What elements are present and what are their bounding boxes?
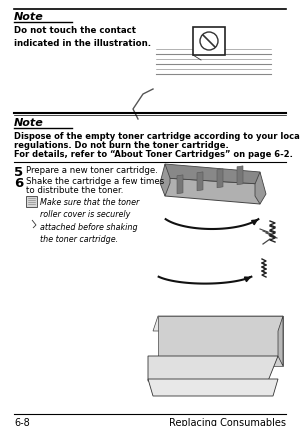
Polygon shape: [165, 164, 260, 184]
Text: to distribute the toner.: to distribute the toner.: [26, 186, 123, 195]
Bar: [26, 196, 37, 207]
Text: Shake the cartridge a few times: Shake the cartridge a few times: [26, 177, 164, 186]
Text: 6: 6: [14, 177, 23, 190]
Text: Prepare a new toner cartridge.: Prepare a new toner cartridge.: [26, 166, 158, 175]
Polygon shape: [197, 173, 203, 191]
Polygon shape: [278, 316, 283, 366]
Text: Note: Note: [14, 118, 44, 128]
Text: Note: Note: [14, 12, 44, 22]
Polygon shape: [160, 164, 170, 196]
Text: regulations. Do not burn the toner cartridge.: regulations. Do not burn the toner cartr…: [14, 141, 229, 150]
Text: Make sure that the toner
roller cover is securely
attached before shaking
the to: Make sure that the toner roller cover is…: [40, 198, 139, 244]
Bar: [193, 28, 225, 56]
Text: For details, refer to “About Toner Cartridges” on page 6-2.: For details, refer to “About Toner Cartr…: [14, 150, 293, 158]
Polygon shape: [255, 173, 266, 204]
Polygon shape: [148, 379, 278, 396]
Text: Replacing Consumables: Replacing Consumables: [169, 417, 286, 426]
Polygon shape: [158, 316, 283, 366]
Polygon shape: [237, 167, 243, 185]
Polygon shape: [177, 176, 183, 194]
Text: 6-8: 6-8: [14, 417, 30, 426]
Text: Dispose of the empty toner cartridge according to your local: Dispose of the empty toner cartridge acc…: [14, 132, 300, 141]
Polygon shape: [148, 356, 278, 381]
Text: Do not touch the contact
indicated in the illustration.: Do not touch the contact indicated in th…: [14, 26, 151, 47]
Polygon shape: [165, 178, 260, 204]
Text: 5: 5: [14, 166, 23, 178]
Polygon shape: [153, 316, 283, 331]
Polygon shape: [217, 170, 223, 188]
